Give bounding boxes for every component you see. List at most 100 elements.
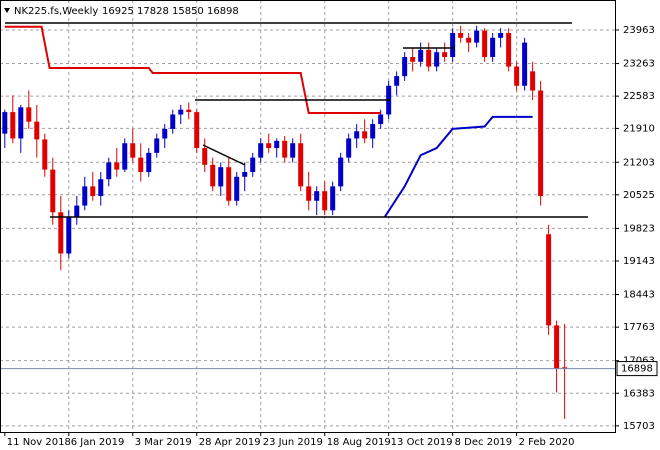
menu-arrow[interactable] [4,8,10,13]
y-tick-label: 17763 [623,322,655,333]
candle-body [458,33,464,38]
marks-layer [0,25,615,419]
candle-body [546,234,552,326]
y-tick-label: 15703 [623,421,655,432]
candle-body [114,162,120,170]
candle-body [154,138,160,153]
candle-body [354,131,360,139]
candle-body [26,107,32,122]
candle-body [346,138,352,158]
candle-body [442,52,448,57]
x-tick-label: 13 Oct 2019 [391,437,453,448]
x-tick-label: 18 Aug 2019 [327,437,391,448]
candle-body [34,121,40,140]
candle-body [530,71,536,91]
candle-body [314,191,320,201]
x-tick-label: 8 Dec 2019 [455,437,513,448]
candle-body [554,325,560,369]
candle-body [10,112,16,139]
y-tick-label: 20525 [623,190,655,201]
trend-line [202,144,246,166]
candle-body [218,167,224,187]
candle-body [42,139,48,170]
x-tick-label: 6 Jan 2019 [71,437,125,448]
candle-body [106,162,112,180]
candle-body [370,124,376,139]
candle-body [330,186,336,211]
y-tick-label: 21910 [623,123,655,134]
candle-body [202,148,208,165]
candle-body [506,33,512,67]
x-tick-label: 3 Mar 2019 [135,437,192,448]
y-tick-label: 19143 [623,256,655,267]
candle-body [18,107,24,139]
indicator-line [383,115,533,218]
candle-body [498,33,504,38]
x-tick-label: 2 Feb 2020 [519,437,575,448]
candle-body [186,109,192,113]
candle-body [162,128,168,139]
last-price-label: 16898 [621,364,653,375]
x-tick-label: 11 Nov 2018 [7,437,71,448]
plot-frame [0,0,616,433]
candle-body [234,176,240,201]
candle-body [394,76,400,86]
candle-body [146,152,152,173]
y-tick-label: 18443 [623,290,655,301]
y-tick-label: 19823 [623,223,655,234]
candle-body [514,66,520,86]
candle-body [74,205,80,218]
grid-layer [0,0,615,432]
candle-body [482,30,488,57]
symbol-title: NK225.fs,Weekly [14,6,98,17]
last-price-box [616,361,658,377]
candle-body [282,140,288,158]
candle-body [418,49,424,62]
candle-body [434,52,440,67]
candle-body [474,30,480,43]
ohlc-header: 16925 17828 15850 16898 [102,6,239,17]
x-tick-label: 28 Apr 2019 [199,437,261,448]
candle-body [138,157,144,173]
candle-body [466,37,472,43]
candle-body [298,143,304,187]
candle-body [410,56,416,62]
candle-body [178,109,184,115]
candle-body [306,186,312,201]
candle-body [130,143,136,158]
candle-body [122,143,128,170]
candle-body [362,131,368,139]
y-tick-label: 21203 [623,157,655,168]
y-tick-label: 22583 [623,91,655,102]
candle-body [210,164,216,187]
candle-body [194,112,200,149]
candle-body [258,143,264,158]
candle-body [66,217,72,254]
candle-body [378,114,384,125]
candle-body [338,157,344,187]
candle-body [226,167,232,201]
candle-body [98,179,104,196]
candle-body [242,172,248,177]
candle-body [50,169,56,213]
candle-body [170,114,176,129]
y-tick-label: 16383 [623,388,655,399]
candle-body [402,56,408,77]
candle-body [2,112,8,134]
y-tick-label: 23963 [623,25,655,36]
y-tick-label: 23263 [623,59,655,70]
candle-body [250,157,256,173]
candle-body [274,140,280,149]
indicator-line [4,25,381,115]
candle-body [290,143,296,158]
candle-body [450,33,456,57]
candle-body [562,367,568,369]
candle-body [490,37,496,57]
candle-body [58,212,64,254]
candle-body [266,143,272,149]
candle-body [82,186,88,206]
candle-body [90,186,96,196]
candle-body [426,49,432,67]
